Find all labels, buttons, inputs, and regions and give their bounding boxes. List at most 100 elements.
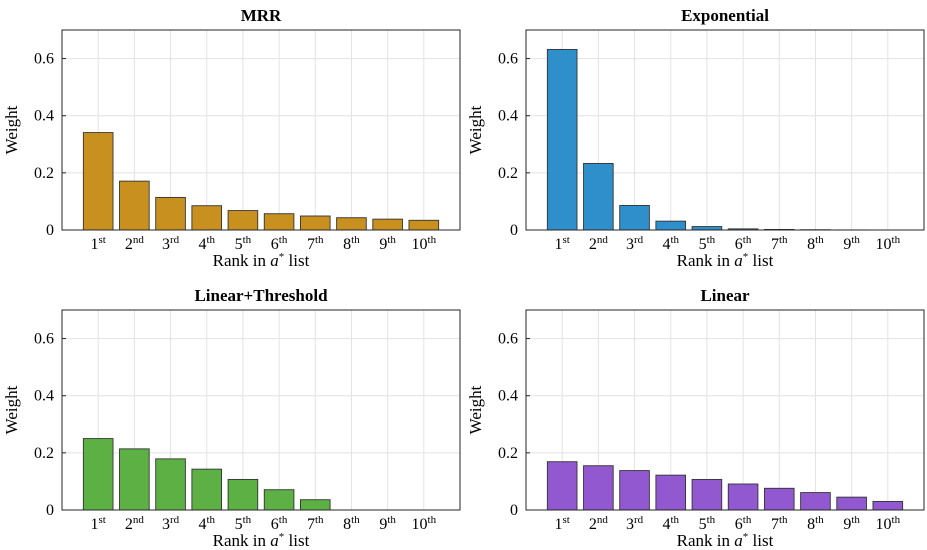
bar-7th [299, 215, 331, 231]
x-tick-label: 7th [307, 234, 324, 253]
bar-5th [227, 210, 259, 231]
bar-9th [836, 496, 867, 511]
bar-8th [336, 217, 367, 231]
x-tick-label: 4th [198, 234, 215, 253]
x-tick-label: 8th [807, 514, 824, 533]
grid [62, 30, 460, 231]
y-tick-label: 0.4 [498, 388, 518, 405]
x-axis-label: Rank in a* list [213, 531, 310, 550]
bar-10th [408, 219, 440, 231]
x-tick-label: 2nd [125, 514, 145, 533]
x-axis-label: Rank in a* list [677, 531, 774, 550]
bar-1st [546, 48, 578, 231]
bar-2nd [583, 465, 614, 511]
bar-6th [263, 213, 295, 231]
y-tick-label: 0.6 [34, 331, 54, 348]
chart-linear-threshold: 0 0.2 0.4 0.6 1st 2nd 3rd 4th 5th 6th 7th 8th 9th 10t… [2, 286, 461, 550]
bar-7th [299, 499, 331, 511]
x-tick-label: 1st [555, 514, 570, 533]
x-tick-label: 7th [771, 234, 788, 253]
x-tick-label: 1st [91, 234, 106, 253]
chart-exponential: 0 0.2 0.4 0.6 1st 2nd 3rd 4th 5th 6th 7th 8th 9th 10t… [466, 6, 925, 270]
x-axis-label: Rank in a* list [213, 251, 310, 270]
x-tick-label: 9th [379, 514, 396, 533]
x-tick-label: 3rd [626, 234, 644, 253]
x-tick-label: 2nd [125, 234, 145, 253]
plot-frame [61, 29, 461, 231]
bar-3rd [619, 470, 650, 511]
bar-2nd [119, 448, 150, 511]
y-tick-label: 0.2 [498, 445, 518, 462]
chart-title: Linear+Threshold [194, 286, 328, 305]
x-tick-label: 3rd [162, 514, 180, 533]
x-tick-label: 6th [735, 514, 752, 533]
bar-5th [227, 478, 259, 511]
bar-4th [655, 220, 687, 231]
plot-frame [525, 29, 925, 231]
bar-3rd [155, 196, 186, 231]
x-tick-label: 6th [271, 234, 288, 253]
x-tick-label: 9th [379, 234, 396, 253]
y-tick-label: 0.6 [34, 51, 54, 68]
x-tick-label: 9th [843, 234, 860, 253]
y-tick-label: 0.6 [498, 51, 518, 68]
y-tick-label: 0.2 [498, 165, 518, 182]
bar-1st [82, 438, 114, 511]
x-tick-label: 6th [735, 234, 752, 253]
y-tick-label: 0.6 [498, 331, 518, 348]
x-tick-label: 7th [307, 514, 324, 533]
bar-5th [691, 226, 723, 231]
y-tick-label: 0.2 [34, 165, 54, 182]
bar-6th [727, 483, 759, 511]
bar-8th [800, 492, 831, 511]
plot-frame [61, 309, 461, 511]
bar-2nd [119, 180, 150, 231]
bar-4th [191, 468, 223, 511]
x-tick-label: 8th [343, 234, 360, 253]
bar-6th [263, 489, 295, 511]
x-tick-label: 10th [412, 514, 437, 533]
y-tick-label: 0.4 [34, 108, 54, 125]
x-tick-label: 6th [271, 514, 288, 533]
chart-title: Exponential [681, 6, 769, 25]
x-tick-label: 4th [198, 514, 215, 533]
x-axis-label: Rank in a* list [677, 251, 774, 270]
y-tick-label: 0 [510, 222, 518, 239]
x-tick-label: 7th [771, 514, 788, 533]
y-axis-label: Weight [2, 105, 21, 154]
bar-4th [655, 474, 687, 511]
y-tick-label: 0 [46, 502, 54, 519]
x-tick-label: 1st [91, 514, 106, 533]
bar-1st [546, 461, 578, 511]
x-tick-label: 3rd [626, 514, 644, 533]
x-tick-label: 10th [412, 234, 437, 253]
chart-title: Linear [700, 286, 750, 305]
y-tick-label: 0.4 [34, 388, 54, 405]
bar-3rd [155, 458, 186, 511]
x-tick-label: 5th [699, 514, 716, 533]
y-tick-label: 0 [510, 502, 518, 519]
chart-linear: 0 0.2 0.4 0.6 1st 2nd 3rd 4th 5th 6th 7th 8th 9th 10t… [466, 286, 925, 550]
chart-mrr: 0 0.2 0.4 0.6 1st 2nd 3rd 4th 5th 6th 7th 8th 9th 10t… [2, 6, 461, 270]
x-tick-label: 5th [235, 234, 252, 253]
bar-2nd [583, 162, 614, 231]
bar-1st [82, 132, 114, 231]
y-tick-label: 0 [46, 222, 54, 239]
plot-frame [525, 309, 925, 511]
x-tick-label: 9th [843, 514, 860, 533]
x-tick-label: 8th [343, 514, 360, 533]
bar-4th [191, 205, 223, 231]
chart-title: MRR [241, 6, 282, 25]
bar-5th [691, 478, 723, 511]
y-tick-label: 0.2 [34, 445, 54, 462]
x-tick-label: 5th [699, 234, 716, 253]
y-tick-label: 0.4 [498, 108, 518, 125]
x-tick-label: 2nd [589, 514, 609, 533]
x-tick-label: 1st [555, 234, 570, 253]
bar-3rd [619, 204, 650, 231]
x-tick-label: 2nd [589, 234, 609, 253]
y-axis-label: Weight [466, 105, 485, 154]
x-tick-label: 5th [235, 514, 252, 533]
y-axis-label: Weight [466, 385, 485, 434]
